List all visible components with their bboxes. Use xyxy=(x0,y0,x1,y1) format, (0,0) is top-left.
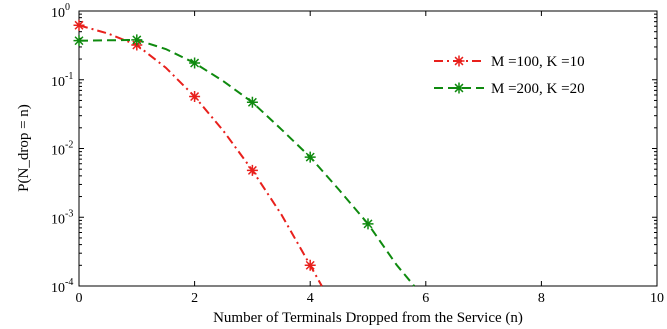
x-tick-label: 8 xyxy=(538,291,545,306)
legend-marker xyxy=(453,55,465,67)
data-point xyxy=(304,151,316,163)
y-tick-label: 10-2 xyxy=(51,140,73,159)
axis-ticks: 0 2 4 6 8 10 100 10-1 10-2 10-3 10-4 xyxy=(51,2,664,306)
series-markers xyxy=(73,19,374,271)
x-tick-label: 10 xyxy=(650,291,664,306)
legend-marker xyxy=(453,82,465,94)
y-tick-label: 10-1 xyxy=(51,71,73,90)
legend-label: M =200, K =20 xyxy=(491,81,585,97)
x-tick-label: 0 xyxy=(76,291,83,306)
x-tick-label: 2 xyxy=(191,291,198,306)
data-point xyxy=(362,218,374,230)
data-point xyxy=(189,57,201,69)
data-point xyxy=(131,34,143,46)
legend: M =100, K =10 M =200, K =20 xyxy=(425,40,627,102)
data-point xyxy=(246,164,258,176)
y-tick-label: 10-3 xyxy=(51,208,73,227)
x-tick-label: 4 xyxy=(307,291,314,306)
x-axis-label: Number of Terminals Dropped from the Ser… xyxy=(213,310,523,326)
data-point xyxy=(73,19,85,31)
y-tick-label: 10-4 xyxy=(51,277,73,296)
data-point xyxy=(246,96,258,108)
data-point xyxy=(304,259,316,271)
legend-label: M =100, K =10 xyxy=(491,54,585,70)
data-point xyxy=(189,91,201,103)
data-point xyxy=(73,35,85,47)
y-tick-label: 100 xyxy=(51,2,70,21)
x-tick-label: 6 xyxy=(422,291,429,306)
y-axis-label: P(N_drop = n) xyxy=(16,104,32,192)
